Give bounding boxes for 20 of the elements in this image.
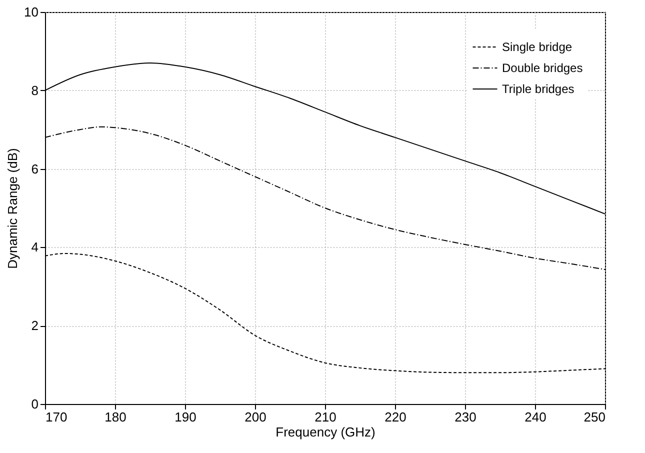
x-tick-label: 240 — [524, 410, 546, 424]
y-tick-label: 10 — [24, 4, 38, 20]
legend-label: Triple bridges — [502, 82, 574, 96]
x-axis-title: Frequency (GHz) — [276, 424, 376, 440]
x-tick-label: 190 — [174, 410, 196, 424]
x-tick-label: 230 — [454, 410, 476, 424]
y-tick-label: 8 — [31, 82, 38, 98]
y-tick-label: 0 — [31, 396, 38, 412]
legend-label: Single bridge — [502, 40, 572, 54]
x-tick-label: 210 — [314, 410, 336, 424]
x-tick-label: 200 — [244, 410, 266, 424]
x-tick-label: 250 — [584, 410, 606, 424]
y-tick-label: 4 — [31, 240, 38, 255]
y-tick-label: 6 — [31, 161, 38, 176]
x-tick-label: 170 — [46, 410, 68, 424]
x-tick-label: 220 — [384, 410, 406, 424]
legend-label: Double bridges — [502, 61, 583, 75]
y-tick-label: 2 — [31, 318, 38, 334]
x-tick-label: 180 — [104, 410, 126, 424]
y-axis-title: Dynamic Range (dB) — [5, 148, 20, 269]
